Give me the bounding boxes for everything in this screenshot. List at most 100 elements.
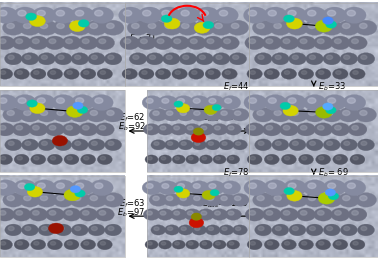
Circle shape — [0, 208, 14, 221]
Bar — [147, 176, 249, 257]
Circle shape — [57, 195, 64, 201]
Circle shape — [62, 123, 81, 136]
Circle shape — [170, 209, 187, 220]
Circle shape — [348, 123, 367, 136]
Circle shape — [195, 227, 200, 231]
Bar — [249, 176, 378, 257]
Circle shape — [149, 194, 167, 206]
Circle shape — [5, 53, 22, 65]
Circle shape — [178, 99, 184, 103]
Circle shape — [264, 180, 287, 196]
Text: $E_b$=33: $E_b$=33 — [318, 80, 346, 93]
Circle shape — [227, 20, 249, 35]
Circle shape — [322, 17, 333, 24]
Bar — [147, 90, 249, 172]
Circle shape — [100, 71, 105, 74]
Circle shape — [74, 195, 81, 201]
Circle shape — [103, 107, 124, 122]
Circle shape — [186, 240, 199, 249]
Circle shape — [254, 53, 272, 65]
Circle shape — [331, 208, 350, 221]
Bar — [249, 90, 378, 172]
Circle shape — [62, 208, 81, 221]
Circle shape — [267, 156, 273, 160]
Circle shape — [0, 156, 6, 160]
Circle shape — [350, 69, 365, 79]
Circle shape — [200, 155, 212, 164]
Circle shape — [287, 193, 308, 207]
Circle shape — [301, 211, 307, 215]
Circle shape — [194, 111, 200, 115]
Circle shape — [222, 227, 227, 231]
Text: $E_f$=62: $E_f$=62 — [119, 112, 146, 124]
Circle shape — [287, 190, 302, 201]
Circle shape — [245, 36, 264, 50]
Circle shape — [161, 157, 166, 160]
Circle shape — [153, 196, 159, 200]
Circle shape — [70, 107, 90, 122]
Circle shape — [306, 53, 323, 65]
Circle shape — [212, 104, 221, 111]
Circle shape — [162, 10, 170, 16]
Circle shape — [257, 110, 264, 116]
Circle shape — [127, 20, 149, 35]
Circle shape — [342, 7, 366, 23]
Circle shape — [328, 98, 336, 103]
Circle shape — [347, 98, 355, 103]
Circle shape — [336, 242, 341, 245]
Circle shape — [0, 125, 6, 130]
Circle shape — [50, 71, 56, 74]
Circle shape — [175, 71, 180, 74]
Circle shape — [319, 156, 324, 160]
Circle shape — [84, 242, 89, 245]
Circle shape — [26, 13, 37, 20]
Circle shape — [327, 10, 336, 16]
Circle shape — [78, 20, 89, 27]
Circle shape — [187, 211, 193, 215]
Circle shape — [0, 98, 7, 103]
Circle shape — [163, 194, 181, 206]
Circle shape — [67, 156, 72, 160]
Circle shape — [22, 139, 39, 151]
Circle shape — [53, 193, 74, 207]
Circle shape — [338, 193, 359, 207]
Circle shape — [353, 156, 358, 160]
Circle shape — [201, 126, 207, 130]
Circle shape — [213, 240, 226, 249]
Circle shape — [250, 71, 256, 74]
Circle shape — [258, 141, 264, 145]
Circle shape — [38, 139, 55, 151]
Circle shape — [139, 69, 154, 79]
Circle shape — [194, 22, 210, 33]
Circle shape — [0, 211, 6, 215]
Circle shape — [13, 7, 37, 23]
Circle shape — [174, 96, 194, 110]
Circle shape — [95, 183, 103, 189]
Circle shape — [164, 140, 179, 150]
Circle shape — [192, 140, 206, 150]
Circle shape — [232, 225, 247, 235]
Circle shape — [18, 183, 26, 189]
Circle shape — [215, 126, 220, 130]
Circle shape — [281, 69, 297, 79]
Circle shape — [33, 180, 56, 196]
Circle shape — [325, 110, 333, 116]
Circle shape — [196, 53, 213, 65]
Circle shape — [310, 141, 316, 145]
Circle shape — [189, 181, 209, 195]
Circle shape — [157, 209, 174, 220]
Circle shape — [222, 69, 237, 79]
Circle shape — [299, 239, 313, 250]
Circle shape — [76, 98, 84, 103]
Circle shape — [37, 183, 45, 189]
Text: $E_f$=63: $E_f$=63 — [119, 198, 146, 210]
Circle shape — [14, 239, 29, 250]
Circle shape — [178, 184, 184, 188]
Circle shape — [176, 7, 200, 23]
Circle shape — [67, 106, 83, 117]
Circle shape — [308, 195, 316, 201]
Circle shape — [146, 184, 153, 188]
Circle shape — [217, 108, 235, 121]
Circle shape — [249, 39, 256, 43]
Circle shape — [244, 180, 267, 196]
